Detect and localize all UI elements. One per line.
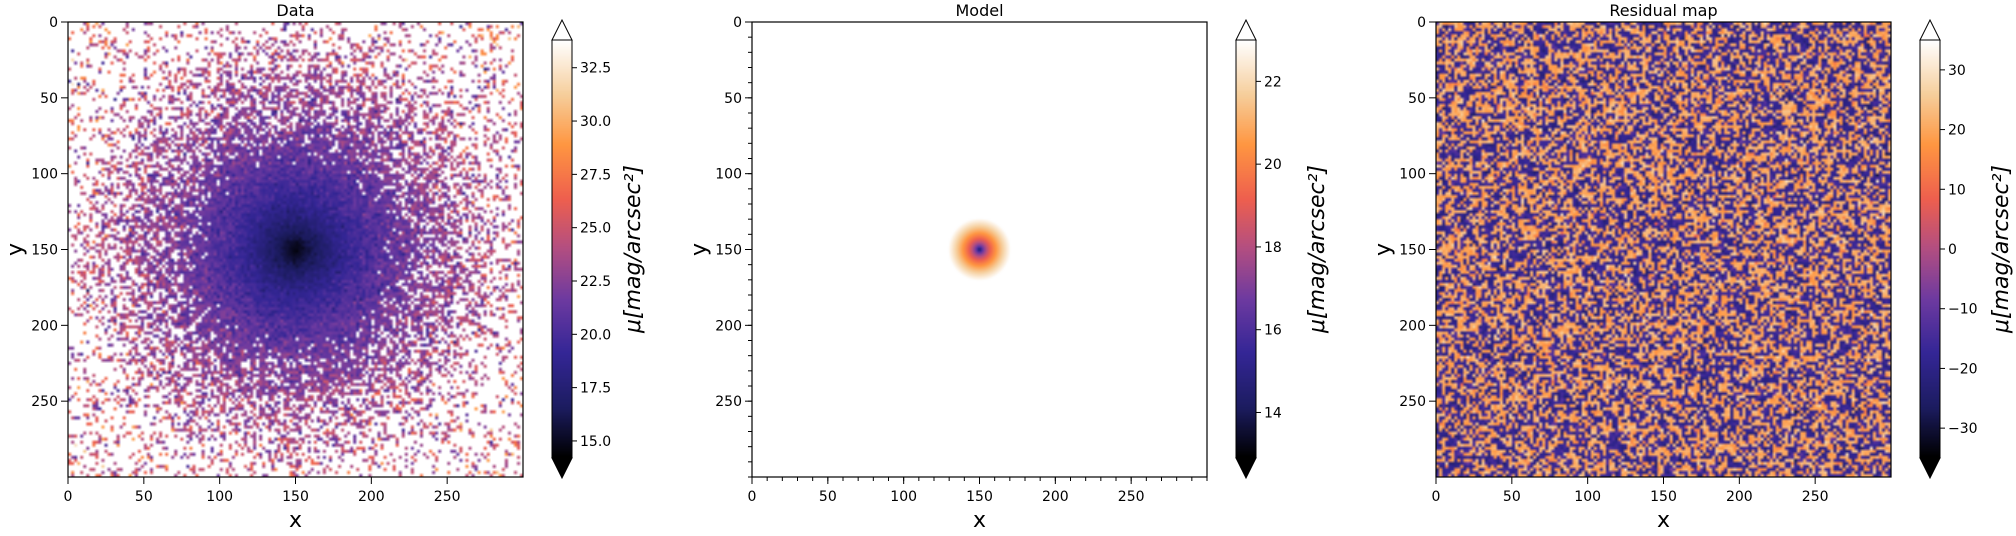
y-tick-label: 200: [1399, 318, 1426, 334]
colorbar-label: μ[mag/arcsec²]: [621, 165, 646, 334]
y-tick-label: 100: [31, 167, 58, 183]
colorbar-tick-label: 16: [1264, 323, 1282, 339]
colorbar-tick-label: 30.0: [580, 114, 611, 130]
x-axis-label: x: [973, 508, 986, 532]
colorbar-extend-max: [1919, 18, 1941, 41]
x-tick-label: 200: [1726, 489, 1753, 505]
y-tick-label: 100: [1399, 167, 1426, 183]
y-tick-label: 250: [31, 394, 58, 410]
colorbar-tick-label: −30: [1948, 421, 1978, 437]
y-tick-label: 150: [715, 243, 742, 259]
chart-title: Residual map: [1609, 1, 1717, 20]
x-axis-label: x: [1657, 508, 1670, 532]
colorbar-tick-label: 10: [1948, 182, 1966, 198]
x-tick-label: 150: [282, 489, 309, 505]
y-tick-label: 0: [733, 15, 742, 31]
colorbar-gradient: [1920, 40, 1940, 458]
y-axis-label: y: [1371, 243, 1396, 256]
x-tick-label: 250: [1118, 489, 1145, 505]
colorbar-gradient: [552, 40, 572, 458]
y-tick-label: 200: [715, 318, 742, 334]
y-tick-label: 100: [715, 167, 742, 183]
colorbar-tick-label: 14: [1264, 405, 1282, 421]
y-tick-label: 50: [724, 91, 742, 107]
x-axis-label: x: [289, 508, 302, 532]
colorbar-extend-min: [551, 457, 573, 480]
colorbar-frame: [551, 39, 573, 459]
chart-title: Data: [276, 1, 314, 20]
x-tick-label: 150: [1650, 489, 1677, 505]
x-tick-label: 100: [206, 489, 233, 505]
x-tick-label: 100: [890, 489, 917, 505]
y-tick-label: 50: [40, 91, 58, 107]
y-tick-label: 150: [1399, 243, 1426, 259]
y-tick-label: 0: [1417, 15, 1426, 31]
x-tick-label: 50: [1503, 489, 1521, 505]
y-tick-label: 0: [49, 15, 58, 31]
x-tick-label: 150: [966, 489, 993, 505]
colorbar-tick-label: 0: [1948, 242, 1957, 258]
x-tick-label: 50: [135, 489, 153, 505]
colorbar-tick-label: 20: [1264, 157, 1282, 173]
colorbar-tick-label: 32.5: [580, 61, 611, 77]
heatmap-image: [752, 22, 1207, 477]
x-tick-label: 0: [1432, 489, 1441, 505]
x-tick-label: 100: [1574, 489, 1601, 505]
heatmap-image: [68, 22, 523, 477]
colorbar-label: μ[mag/arcsec²]: [1989, 165, 2014, 334]
y-axis-label: y: [687, 243, 712, 256]
colorbar-tick-label: 22: [1264, 74, 1282, 90]
colorbar-extend-max: [551, 18, 573, 41]
colorbar-tick-label: 27.5: [580, 167, 611, 183]
x-tick-label: 250: [1802, 489, 1829, 505]
y-tick-label: 200: [31, 318, 58, 334]
colorbar-tick-label: 18: [1264, 240, 1282, 256]
colorbar-tick-label: −20: [1948, 361, 1978, 377]
colorbar-extend-min: [1919, 457, 1941, 480]
y-tick-label: 150: [31, 243, 58, 259]
colorbar-gradient: [1236, 40, 1256, 458]
colorbar-label: μ[mag/arcsec²]: [1305, 165, 1330, 334]
colorbar-extend-min: [1235, 457, 1257, 480]
x-tick-label: 50: [819, 489, 837, 505]
colorbar-tick-label: −10: [1948, 302, 1978, 318]
x-tick-label: 0: [748, 489, 757, 505]
y-tick-label: 50: [1408, 91, 1426, 107]
colorbar-frame: [1235, 39, 1257, 459]
y-tick-label: 250: [715, 394, 742, 410]
x-tick-label: 200: [358, 489, 385, 505]
x-tick-label: 250: [434, 489, 461, 505]
colorbar-tick-label: 30: [1948, 63, 1966, 79]
colorbar-tick-label: 15.0: [580, 434, 611, 450]
y-tick-label: 250: [1399, 394, 1426, 410]
colorbar-tick-label: 17.5: [580, 381, 611, 397]
chart-title: Model: [955, 1, 1003, 20]
colorbar-extend-max: [1235, 18, 1257, 41]
x-tick-label: 200: [1042, 489, 1069, 505]
colorbar-tick-label: 25.0: [580, 221, 611, 237]
heatmap-image: [1436, 22, 1891, 477]
x-tick-label: 0: [64, 489, 73, 505]
y-axis-label: y: [3, 243, 28, 256]
colorbar-tick-label: 22.5: [580, 274, 611, 290]
colorbar-tick-label: 20.0: [580, 327, 611, 343]
colorbar-tick-label: 20: [1948, 123, 1966, 139]
